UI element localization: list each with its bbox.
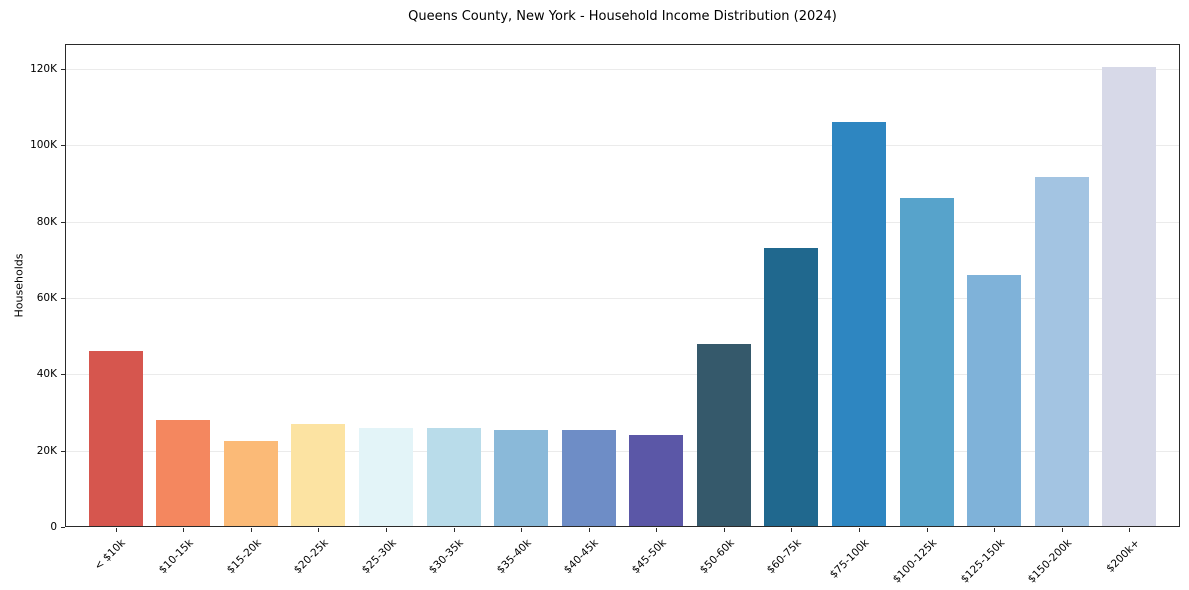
x-tick-mark	[453, 528, 455, 532]
chart-title: Queens County, New York - Household Inco…	[408, 9, 837, 24]
bar-$150-200k	[1034, 176, 1089, 527]
gridline	[66, 145, 1179, 147]
y-tick-mark	[61, 221, 65, 223]
y-tick-mark	[61, 374, 65, 376]
x-tick-mark	[318, 528, 320, 532]
y-tick-label: 20K	[36, 444, 57, 457]
bar-$200k+	[1102, 66, 1157, 527]
x-tick-mark	[183, 528, 185, 532]
x-tick-mark	[1129, 528, 1131, 532]
x-tick-mark	[656, 528, 658, 532]
gridline	[66, 374, 1179, 376]
bar-$50-60k	[696, 343, 751, 527]
x-tick-mark	[588, 528, 590, 532]
bar-$45-50k	[629, 435, 684, 527]
bar-$100-125k	[899, 197, 954, 527]
bar-$75-100k	[831, 122, 887, 527]
x-tick-label-text: $200k+	[1103, 537, 1142, 575]
gridline	[66, 221, 1179, 223]
y-tick-label: 60K	[36, 291, 57, 304]
y-tick-mark	[61, 450, 65, 452]
x-tick-label: $200k+	[963, 537, 1142, 575]
y-tick-label: 100K	[30, 139, 57, 152]
bar-$25-30k	[358, 427, 413, 527]
bar-$35-40k	[494, 430, 549, 527]
y-tick-label: 120K	[30, 62, 57, 75]
y-tick-label: 40K	[36, 368, 57, 381]
gridline	[66, 297, 1179, 299]
x-tick-mark	[723, 528, 725, 532]
x-tick-mark	[250, 528, 252, 532]
bar-< $10k	[88, 351, 143, 527]
x-tick-mark	[521, 528, 523, 532]
x-tick-mark	[1061, 528, 1063, 532]
bar-$20-25k	[291, 423, 346, 527]
bar-$10-15k	[156, 420, 211, 527]
y-tick-mark	[61, 145, 65, 147]
y-tick-label: 0	[50, 521, 57, 533]
x-tick-mark	[791, 528, 793, 532]
bar-$30-35k	[426, 427, 481, 527]
bar-$40-45k	[561, 430, 616, 527]
y-tick-mark	[61, 527, 65, 528]
x-tick-mark	[115, 528, 117, 532]
gridline	[66, 450, 1179, 452]
y-tick-label: 80K	[36, 215, 57, 228]
bar-$60-75k	[764, 247, 819, 527]
x-tick-mark	[994, 528, 996, 532]
x-tick-mark	[926, 528, 928, 532]
gridline	[66, 68, 1179, 70]
x-tick-mark	[859, 528, 860, 532]
bar-$125-150k	[967, 275, 1022, 527]
y-tick-mark	[61, 297, 65, 299]
x-tick-mark	[385, 528, 387, 532]
y-axis-label: Households	[12, 253, 26, 318]
bar-$15-20k	[223, 441, 278, 527]
y-tick-mark	[61, 68, 65, 70]
